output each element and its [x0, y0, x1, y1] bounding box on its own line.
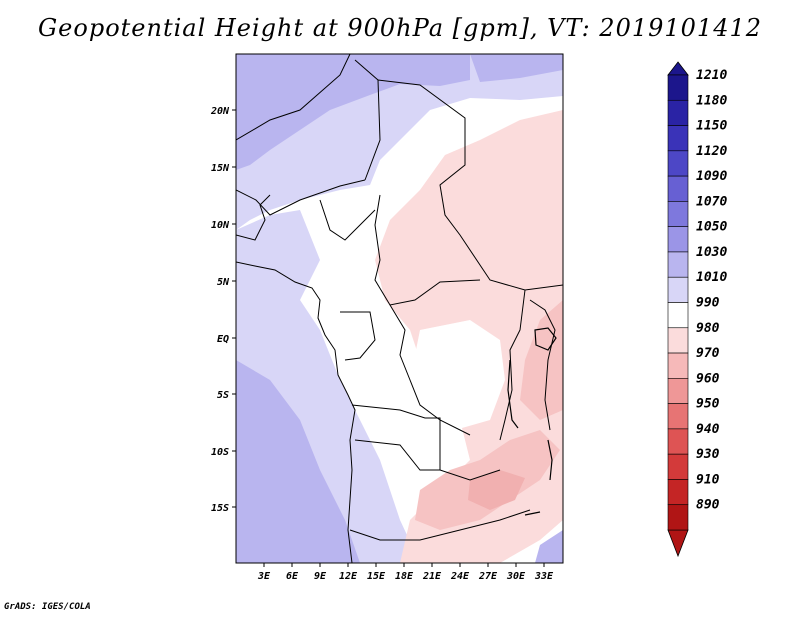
colorbar-label: 930: [696, 447, 720, 462]
white-congo-patch: [410, 320, 505, 430]
colorbar-label: 1120: [696, 144, 727, 159]
lon-tick-label: 24E: [450, 571, 470, 582]
colorbar-swatch: [667, 276, 689, 303]
colorbar-swatch: [667, 327, 689, 354]
border-central-2: [499, 289, 526, 441]
colorbar-swatch: [667, 378, 689, 404]
colorbar-label: 1070: [696, 194, 727, 209]
colorbar-label: 960: [696, 371, 720, 386]
colorbar-swatch: [667, 150, 689, 177]
lon-tick-label: 27E: [478, 571, 498, 582]
lake-victoria: [534, 327, 557, 351]
colorbar-swatch: [667, 453, 689, 480]
lat-tick-label: EQ: [217, 334, 229, 345]
lat-tick-label: 5S: [217, 390, 229, 401]
colorbar-swatch: [667, 352, 689, 379]
lat-axis: 20N 15N 10N 5N EQ 5S 10S 15S: [210, 106, 236, 514]
lon-tick-label: 12E: [339, 571, 358, 582]
colorbar-label: 980: [696, 321, 720, 336]
border-sahel: [374, 194, 481, 306]
border-nigeria: [319, 199, 376, 241]
map-frame: [235, 53, 564, 564]
west-ocean-deep: [236, 360, 360, 563]
lon-tick-label: 3E: [257, 571, 271, 582]
colorbar-swatch: [667, 251, 689, 278]
lon-tick-label: 18E: [395, 571, 414, 582]
colorbar-label: 970: [696, 346, 720, 361]
lake-tanganyika: [507, 359, 519, 429]
lakes: [507, 327, 557, 516]
country-borders: [236, 54, 563, 563]
colorbar-swatch: [667, 302, 689, 329]
lat-tick-label: 20N: [210, 106, 230, 117]
pink-mid-zambia: [468, 470, 525, 510]
colorbar-label: 890: [696, 498, 720, 513]
border-north-4: [236, 54, 351, 141]
colorbar-swatch: [667, 175, 689, 202]
border-gabon: [340, 311, 376, 361]
colorbar-label: 1150: [696, 119, 727, 134]
colorbar-swatch: [667, 74, 689, 101]
lon-tick-label: 9E: [314, 571, 327, 582]
colorbar-label: 950: [696, 397, 720, 412]
colorbar-label: 910: [696, 472, 720, 487]
lon-tick-label: 15E: [367, 571, 386, 582]
colorbar-swatch: [667, 504, 689, 531]
lon-tick-label: 33E: [534, 571, 554, 582]
colorbar: 1210 1180 1150 1120 1090 1070 1050 1030 1010 990 9…: [667, 61, 727, 558]
border-north-3: [377, 79, 563, 291]
lake-kariba: [524, 511, 541, 516]
border-angola: [354, 439, 440, 471]
lon-axis: 3E 6E 9E 12E 15E 18E 21E 24E 27E 30E 33E: [257, 563, 554, 582]
lat-tick-label: 5N: [217, 277, 230, 288]
colorbar-swatch: [667, 479, 689, 506]
north-blue-dark: [236, 54, 470, 170]
chart-title: Geopotential Height at 900hPa [gpm], VT:…: [38, 14, 762, 42]
colorbar-swatch: [667, 125, 689, 152]
colorbar-label: 1090: [696, 169, 727, 184]
coastline-west: [236, 261, 356, 563]
footer-credit: GrADS: IGES/COLA: [4, 602, 91, 612]
colorbar-top-arrow: [667, 61, 689, 76]
colorbar-label: 1050: [696, 220, 727, 235]
lat-tick-label: 10S: [211, 447, 229, 458]
colorbar-label: 990: [696, 296, 720, 311]
border-south-1: [351, 404, 501, 481]
border-north-1: [236, 179, 366, 216]
southeast-blue: [535, 530, 563, 563]
lon-tick-label: 30E: [506, 571, 526, 582]
colorbar-swatch: [667, 428, 689, 455]
lake-malawi: [547, 439, 553, 481]
lat-tick-label: 15S: [211, 503, 229, 514]
colorbar-swatch: [667, 99, 689, 126]
border-south-2: [349, 509, 531, 541]
colorbar-label: 1180: [696, 93, 727, 108]
colorbar-swatch: [667, 226, 689, 253]
border-west-1: [236, 194, 271, 241]
lat-tick-label: 10N: [211, 220, 230, 231]
lat-tick-label: 15N: [211, 163, 230, 174]
height-field: [236, 54, 563, 563]
colorbar-swatch: [667, 403, 689, 430]
colorbar-swatch: [667, 201, 689, 227]
colorbar-label: 940: [696, 422, 720, 437]
colorbar-bottom-arrow: [667, 529, 689, 558]
lon-tick-label: 6E: [286, 571, 299, 582]
colorbar-label: 1030: [696, 245, 727, 260]
border-north-2: [354, 59, 381, 181]
pink-mid-east: [520, 300, 563, 420]
northeast-blue: [470, 54, 563, 82]
colorbar-label: 1010: [696, 270, 727, 285]
colorbar-label: 1210: [696, 68, 727, 83]
lon-tick-label: 21E: [422, 571, 442, 582]
